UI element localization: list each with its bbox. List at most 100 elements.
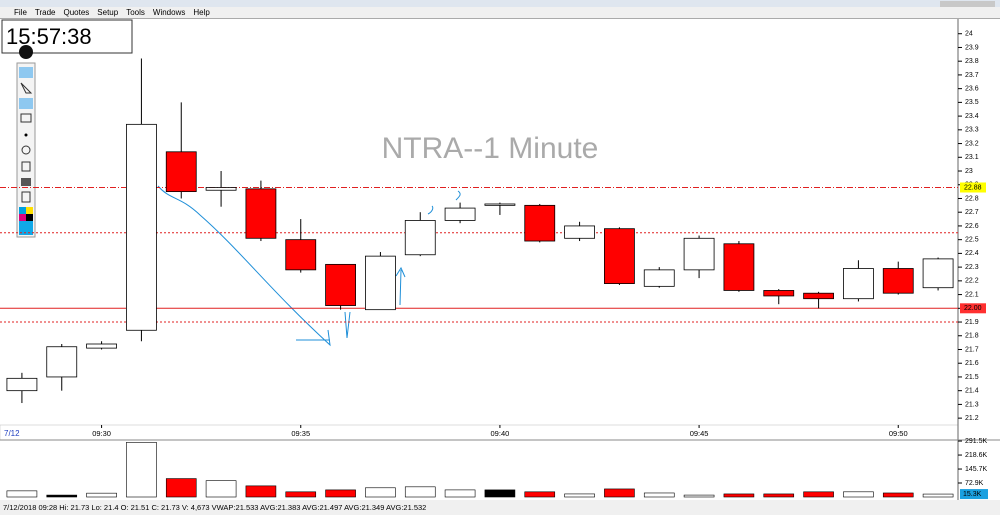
- candle: [604, 227, 635, 285]
- y-tick-label: 23.8: [965, 58, 979, 65]
- candle-body: [404, 220, 436, 256]
- tool-pen[interactable]: [19, 98, 33, 109]
- candle-body: [444, 207, 476, 221]
- candle-body: [763, 290, 795, 297]
- volume-bar: [723, 493, 755, 498]
- volume-bar: [843, 491, 874, 498]
- candle: [843, 260, 874, 302]
- tool-trash[interactable]: [21, 161, 31, 172]
- y-tick-label: 22.3: [965, 264, 979, 271]
- y-tick-label: 23.5: [965, 99, 979, 106]
- candle-body: [524, 204, 556, 242]
- y-tick-label: 21.6: [965, 360, 979, 367]
- candle: [683, 235, 715, 279]
- y-tick-label: 22.2: [965, 278, 979, 285]
- y-tick-label: 24: [965, 31, 973, 38]
- menu-bar: [0, 7, 1000, 18]
- toolbar-pin[interactable]: [19, 45, 33, 59]
- candle-body: [484, 203, 516, 206]
- volume-bar: [803, 491, 834, 498]
- volume-bar: [165, 478, 197, 498]
- color-black[interactable]: [26, 214, 33, 221]
- color-yellow[interactable]: [26, 207, 33, 214]
- candle-body: [245, 188, 277, 239]
- volume-bar: [325, 489, 356, 498]
- candle-body: [126, 123, 157, 331]
- color-cyan[interactable]: [19, 207, 26, 214]
- tool-eraser[interactable]: [20, 113, 32, 123]
- tool-cursor[interactable]: [20, 82, 33, 94]
- tool-clipboard[interactable]: [21, 191, 31, 203]
- y-tick-label: 23.4: [965, 113, 979, 120]
- y-tick-label: 21.3: [965, 401, 979, 408]
- clock: 15:57:38: [6, 24, 92, 49]
- chart-title: NTRA--1 Minute: [382, 132, 599, 165]
- color-magenta[interactable]: [19, 214, 26, 221]
- drawn-tick: [427, 190, 461, 215]
- volume-last-label: 15.3K: [963, 491, 982, 498]
- menu-item[interactable]: Tools: [126, 8, 145, 17]
- y-tick-label: 21.2: [965, 415, 979, 422]
- y-tick-label: 23.6: [965, 85, 979, 92]
- volume-bar: [245, 485, 277, 498]
- candle: [643, 267, 675, 288]
- annotations: [157, 185, 461, 347]
- menu-item[interactable]: Setup: [97, 8, 118, 17]
- volume-bar: [126, 442, 157, 498]
- volume-bar: [46, 494, 78, 498]
- y-tick-label: 22.8: [965, 195, 979, 202]
- candle: [325, 263, 356, 310]
- volume-tick-label: 72.9K: [965, 480, 984, 487]
- y-tick-label: 22.6: [965, 223, 979, 230]
- candle-body: [285, 239, 317, 271]
- candle: [86, 341, 117, 350]
- tool-camera[interactable]: [21, 178, 31, 186]
- menu-item[interactable]: Windows: [153, 8, 185, 17]
- toolbar: [16, 45, 36, 238]
- volume-bar: [683, 494, 715, 498]
- tool-eye[interactable]: [19, 67, 33, 78]
- volume-tick-label: 291.5K: [965, 438, 988, 445]
- volume-badge: [960, 489, 988, 500]
- x-tick-label: 09:30: [92, 429, 111, 438]
- menu-item[interactable]: Quotes: [64, 8, 90, 17]
- candle-body: [46, 346, 78, 378]
- menu-item[interactable]: File: [14, 8, 27, 17]
- volume-bar: [444, 489, 476, 498]
- volume-bar: [285, 491, 317, 498]
- candle: [285, 219, 317, 273]
- candle: [484, 202, 516, 215]
- drawn-arrow: [157, 185, 331, 347]
- x-tick-label: 09:50: [889, 429, 908, 438]
- candle: [444, 202, 476, 224]
- tool-undo[interactable]: [21, 145, 31, 155]
- y-tick-label: 22.7: [965, 209, 979, 216]
- tool-dot[interactable]: [24, 133, 28, 137]
- candle: [205, 171, 237, 207]
- candle-body: [922, 258, 954, 289]
- menu-item[interactable]: Trade: [35, 8, 56, 17]
- volume-bar: [524, 491, 556, 498]
- volume-bar: [365, 487, 396, 498]
- volume-bar: [484, 489, 516, 498]
- candle-body: [205, 187, 237, 191]
- y-tick-label: 23.3: [965, 127, 979, 134]
- candle: [365, 252, 396, 311]
- candle-body: [683, 237, 715, 271]
- status-text: 7/12/2018 09:28 Hi: 21.73 Lo: 21.4 O: 21…: [3, 503, 426, 512]
- menu-item[interactable]: Help: [193, 8, 210, 17]
- y-tick-label: 23.2: [965, 140, 979, 147]
- color-current[interactable]: [19, 221, 33, 235]
- y-tick-label: 21.5: [965, 374, 979, 381]
- window-controls[interactable]: [940, 1, 995, 7]
- candle-body: [165, 151, 197, 193]
- candle-body: [882, 268, 914, 294]
- candle-body: [86, 343, 117, 349]
- volume-bar: [404, 486, 436, 498]
- volume-bar: [643, 492, 675, 498]
- candle-body: [604, 228, 635, 284]
- y-tick-label: 21.8: [965, 333, 979, 340]
- candle: [723, 241, 755, 292]
- time-axis: [0, 424, 959, 441]
